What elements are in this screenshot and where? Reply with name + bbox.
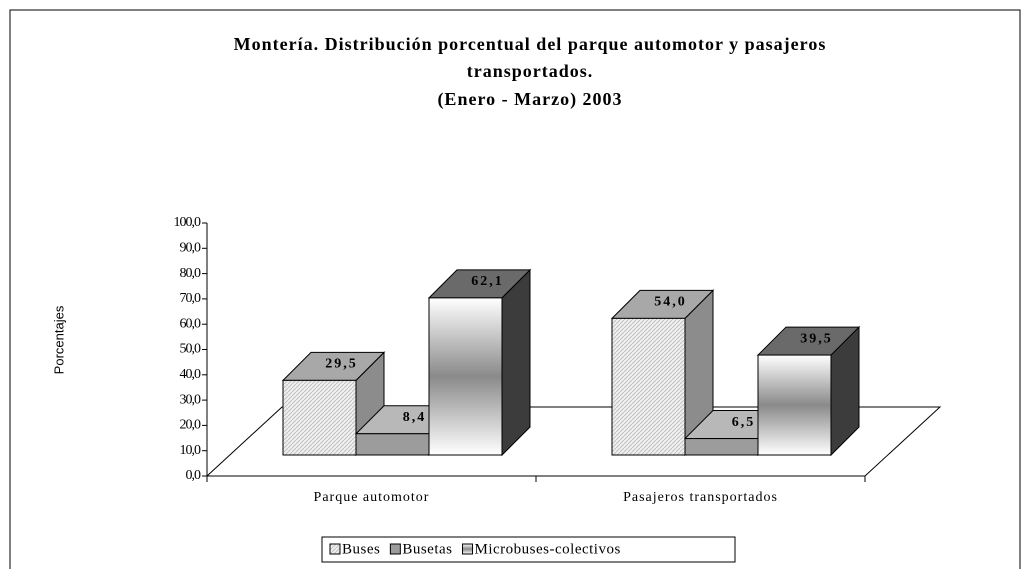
chart-subtitle: (Enero - Marzo) 2003 xyxy=(437,89,622,110)
y-tick-label: 20,0 xyxy=(180,418,202,433)
value-label: 8,4 xyxy=(403,410,427,425)
y-tick-label: 50,0 xyxy=(180,342,202,357)
chart-title: transportados. xyxy=(467,61,594,81)
y-tick-label: 30,0 xyxy=(180,392,202,407)
value-label: 39,5 xyxy=(800,331,833,346)
y-tick-label: 80,0 xyxy=(180,266,202,281)
y-tick-label: 0,0 xyxy=(186,468,202,483)
y-tick-label: 60,0 xyxy=(180,316,202,331)
bar xyxy=(684,438,759,456)
value-label: 29,5 xyxy=(325,357,358,372)
bar xyxy=(757,354,832,456)
legend-swatch xyxy=(389,543,401,555)
bar xyxy=(428,297,503,456)
y-tick-label: 70,0 xyxy=(180,291,202,306)
legend-label: Microbuses-colectivos xyxy=(475,541,621,557)
x-tick-label: Parque automotor xyxy=(314,490,430,505)
value-label: 6,5 xyxy=(732,415,756,430)
bar-side xyxy=(501,268,531,457)
y-tick-label: 10,0 xyxy=(180,443,202,458)
y-tick-label: 100,0 xyxy=(174,215,202,230)
legend-swatch xyxy=(462,543,474,555)
bar xyxy=(355,433,430,456)
y-tick-label: 40,0 xyxy=(180,367,202,382)
y-tick-label: 90,0 xyxy=(180,241,202,256)
value-label: 54,0 xyxy=(654,295,687,310)
bar xyxy=(611,317,686,456)
y-axis-label: Porcentajes xyxy=(51,305,66,374)
chart-title: Montería. Distribución porcentual del pa… xyxy=(234,34,827,54)
bar xyxy=(282,379,357,456)
x-tick-label: Pasajeros transportados xyxy=(623,490,778,505)
legend-label: Buses xyxy=(342,541,380,557)
value-label: 62,1 xyxy=(471,274,504,289)
legend-label: Busetas xyxy=(402,541,452,557)
chart-border xyxy=(9,9,1021,569)
legend-swatch xyxy=(329,543,341,555)
